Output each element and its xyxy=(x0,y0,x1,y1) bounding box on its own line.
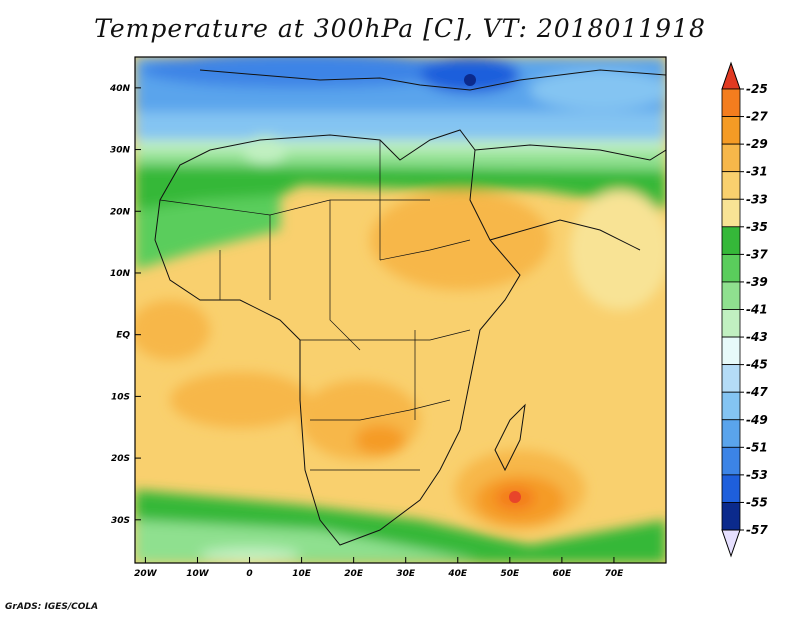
lon-tick-label: 10E xyxy=(292,569,312,579)
colorbar-label: -49 xyxy=(746,413,768,427)
lat-tick-label: 30N xyxy=(110,146,131,156)
colorbar-swatch xyxy=(721,88,741,117)
colorbar-label: -47 xyxy=(746,385,768,399)
country-borders xyxy=(159,140,471,471)
map-frame xyxy=(134,56,667,564)
colorbar-swatch xyxy=(721,419,741,448)
colorbar-swatch xyxy=(721,171,741,200)
colorbar-bottom-arrow xyxy=(721,529,741,558)
colorbar-swatch xyxy=(721,336,741,366)
lon-tick-label: 50E xyxy=(500,569,520,579)
lat-tick-label: 20N xyxy=(110,207,131,217)
colorbar-label: -25 xyxy=(746,82,768,96)
lon-tick-label: 20W xyxy=(134,569,158,579)
colorbar: -25 -27 -29 -31 -33 -35 -37 -39 -41 -43 -45 -47 -49 -… xyxy=(721,61,768,558)
warm-core-marker xyxy=(509,491,521,503)
lat-tick-label: 40N xyxy=(109,84,131,94)
colorbar-swatch xyxy=(721,226,741,255)
colorbar-swatch xyxy=(721,253,741,283)
lat-tick-label: 10N xyxy=(110,269,131,279)
colorbar-top-arrow xyxy=(721,61,741,90)
lon-tick-label: 20E xyxy=(344,569,364,579)
latitude-axis: 40N 30N 20N 10N EQ 10S 20S 30S xyxy=(109,84,141,526)
colorbar-swatch xyxy=(721,309,741,338)
lat-tick-label: 30S xyxy=(111,516,130,526)
colorbar-swatch xyxy=(721,281,741,310)
lat-tick-label: EQ xyxy=(116,331,130,341)
colorbar-label: -53 xyxy=(746,468,768,482)
colorbar-label: -29 xyxy=(746,137,768,151)
colorbar-label: -33 xyxy=(746,192,768,206)
colorbar-swatch xyxy=(721,364,741,393)
longitude-axis: 20W 10W 0 10E 20E 30E 40E 50E 60E 70E xyxy=(134,557,624,579)
lon-tick-label: 70E xyxy=(605,569,625,579)
colorbar-swatch xyxy=(721,116,741,145)
lat-tick-label: 10S xyxy=(111,392,130,402)
colorbar-label: -37 xyxy=(746,247,768,261)
colorbar-label: -55 xyxy=(746,495,768,509)
lon-tick-label: 60E xyxy=(553,569,573,579)
colorbar-label: -39 xyxy=(746,275,768,289)
colorbar-swatch xyxy=(721,391,741,421)
lon-tick-label: 10W xyxy=(186,569,210,579)
lat-tick-label: 20S xyxy=(111,454,130,464)
colorbar-label: -35 xyxy=(746,220,768,234)
colorbar-label: -45 xyxy=(746,358,768,372)
temperature-field xyxy=(135,57,666,563)
map-title: Temperature at 300hPa [C], VT: 201801191… xyxy=(94,14,706,43)
credit-text: GrADS: IGES/COLA xyxy=(5,602,99,612)
colorbar-label: -51 xyxy=(746,440,768,454)
colorbar-swatch xyxy=(721,474,741,503)
cold-core-marker xyxy=(464,74,476,86)
colorbar-label: -41 xyxy=(746,303,768,317)
colorbar-label: -27 xyxy=(746,110,768,124)
colorbar-swatch xyxy=(721,143,741,173)
colorbar-swatch xyxy=(721,502,741,531)
lon-tick-label: 0 xyxy=(246,569,252,579)
lon-tick-label: 30E xyxy=(396,569,416,579)
colorbar-swatch xyxy=(721,446,741,476)
colorbar-label: -57 xyxy=(746,523,768,537)
colorbar-swatch xyxy=(721,198,741,228)
lon-tick-label: 40E xyxy=(447,569,468,579)
colorbar-label: -43 xyxy=(746,330,768,344)
colorbar-label: -31 xyxy=(746,165,768,179)
